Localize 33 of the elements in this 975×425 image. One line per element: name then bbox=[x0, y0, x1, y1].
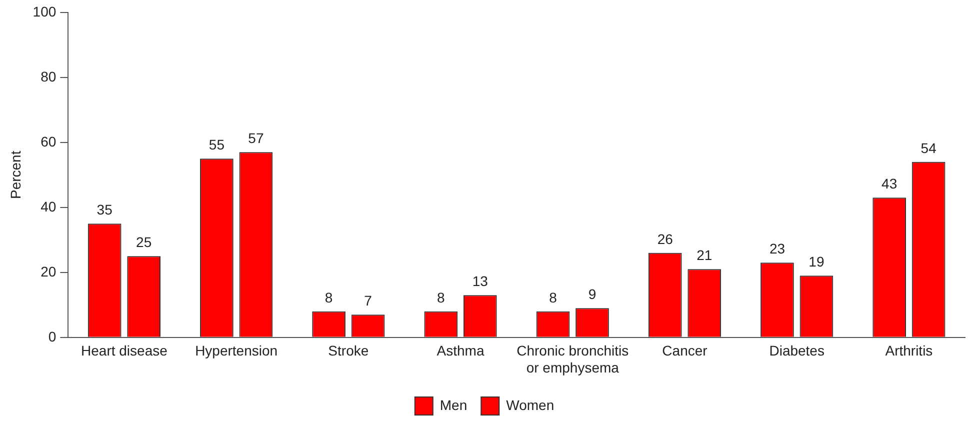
legend-label: Women bbox=[506, 396, 554, 413]
data-label: 8 bbox=[437, 289, 446, 306]
data-label: 7 bbox=[364, 292, 372, 309]
data-label: 26 bbox=[657, 230, 674, 247]
x-tick-label: Arthritis bbox=[885, 342, 933, 359]
data-label: 43 bbox=[882, 176, 898, 192]
x-tick-label: Heart disease bbox=[81, 342, 168, 359]
x-tick-label: Stroke bbox=[328, 342, 369, 359]
data-label: 57 bbox=[248, 130, 264, 146]
legend-label: Men bbox=[440, 396, 468, 413]
x-tick-label: Hypertension bbox=[195, 342, 278, 359]
data-label: 13 bbox=[472, 273, 488, 290]
x-tick-label: Cancer bbox=[662, 342, 708, 359]
y-axis-title: Percent bbox=[7, 150, 24, 200]
data-label: 9 bbox=[588, 286, 596, 302]
y-tick-label: 60 bbox=[40, 133, 56, 150]
y-tick-label: 80 bbox=[40, 68, 56, 84]
x-tick-label: Asthma bbox=[436, 342, 484, 359]
data-label: 55 bbox=[208, 136, 225, 153]
x-tick-label: Diabetes bbox=[769, 342, 824, 359]
data-label: 19 bbox=[808, 254, 824, 270]
data-label: 23 bbox=[769, 240, 786, 257]
y-tick-label: 40 bbox=[40, 198, 56, 214]
data-label: 35 bbox=[96, 202, 113, 218]
data-label: 21 bbox=[696, 247, 712, 264]
data-label: 8 bbox=[549, 289, 558, 306]
y-tick-label: 0 bbox=[48, 328, 56, 344]
y-tick-label: 100 bbox=[32, 3, 56, 20]
x-tick-label: Chronic bronchitis or emphysema bbox=[516, 342, 629, 376]
data-label: 25 bbox=[136, 234, 152, 250]
data-label: 54 bbox=[920, 140, 937, 156]
data-label: 8 bbox=[324, 289, 333, 306]
y-tick-label: 20 bbox=[40, 263, 56, 280]
